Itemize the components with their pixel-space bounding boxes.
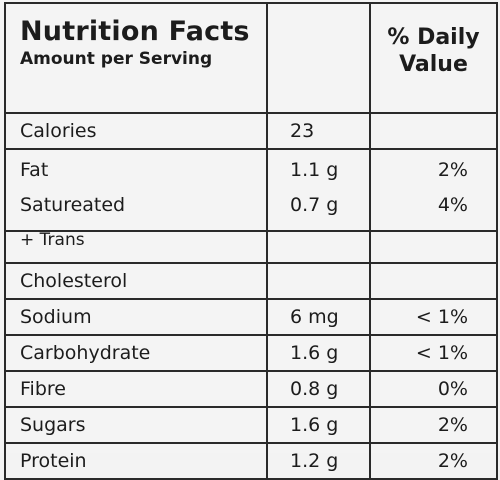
nutrient-name: Sodium [4, 298, 268, 336]
nutrient-name: Cholesterol [4, 262, 268, 300]
daily-value-line1: % Daily [387, 25, 480, 50]
amount-header-cell [266, 2, 371, 114]
nutrient-daily-value [369, 262, 498, 300]
nutrient-name-group: Fat Satureated [4, 148, 268, 232]
nutrient-amount: 0.7 g [290, 194, 339, 216]
nutrient-amount: 0.8 g [266, 370, 371, 408]
nutrient-amount: 1.6 g [266, 406, 371, 444]
table-row: Sugars 1.6 g 2% [4, 406, 498, 444]
trans-fat-label: + Trans [20, 230, 85, 250]
nutrient-daily-value-group: 2% 4% [369, 148, 498, 232]
nutrient-name: Sugars [4, 406, 268, 444]
nutrient-name: Fat [20, 159, 49, 181]
nutrient-amount: 1.1 g [290, 159, 339, 181]
nutrient-amount-group: 1.1 g 0.7 g [266, 148, 371, 232]
nutrient-daily-value [369, 112, 498, 150]
table-row: Carbohydrate 1.6 g < 1% [4, 334, 498, 372]
empty-cell [266, 231, 371, 264]
daily-value-header: % Daily Value [369, 2, 498, 114]
table-row: Sodium 6 mg < 1% [4, 298, 498, 336]
nutrient-name: Protein [4, 442, 268, 480]
daily-value-line2: Value [399, 52, 468, 77]
nutrient-daily-value: < 1% [369, 334, 498, 372]
nutrient-name: Calories [4, 112, 268, 150]
nutrient-amount: 6 mg [266, 298, 371, 336]
nutrient-daily-value: 2% [369, 406, 498, 444]
nutrient-amount: 1.6 g [266, 334, 371, 372]
nutrition-table: Nutrition Facts Amount per Serving % Dai… [4, 2, 498, 480]
table-row: Fat Satureated 1.1 g 0.7 g 2% 4% [4, 148, 498, 232]
table-row: Protein 1.2 g 2% [4, 442, 498, 480]
nutrient-amount [266, 262, 371, 300]
nutrient-name: Carbohydrate [4, 334, 268, 372]
nutrient-daily-value: 2% [437, 159, 468, 181]
nutrient-daily-value: 2% [369, 442, 498, 480]
table-row: Cholesterol [4, 262, 498, 300]
table-row: + Trans [4, 230, 498, 264]
amount-per-serving: Amount per Serving [20, 49, 213, 69]
nutrient-amount: 1.2 g [266, 442, 371, 480]
nutrient-name: Satureated [20, 194, 126, 216]
nutrient-amount: 23 [266, 112, 371, 150]
table-row: Fibre 0.8 g 0% [4, 370, 498, 408]
header-row: Nutrition Facts Amount per Serving % Dai… [4, 2, 498, 114]
nutrient-daily-value: 0% [369, 370, 498, 408]
empty-cell [369, 231, 498, 264]
title-cell: Nutrition Facts Amount per Serving [4, 2, 268, 114]
nutrient-sub-label: + Trans [4, 230, 268, 264]
nutrient-daily-value: 4% [437, 194, 468, 216]
nutrition-title: Nutrition Facts [20, 16, 250, 47]
nutrition-facts-label: Nutrition Facts Amount per Serving % Dai… [4, 2, 498, 480]
nutrient-name: Fibre [4, 370, 268, 408]
table-row: Calories 23 [4, 112, 498, 150]
nutrient-daily-value: < 1% [369, 298, 498, 336]
